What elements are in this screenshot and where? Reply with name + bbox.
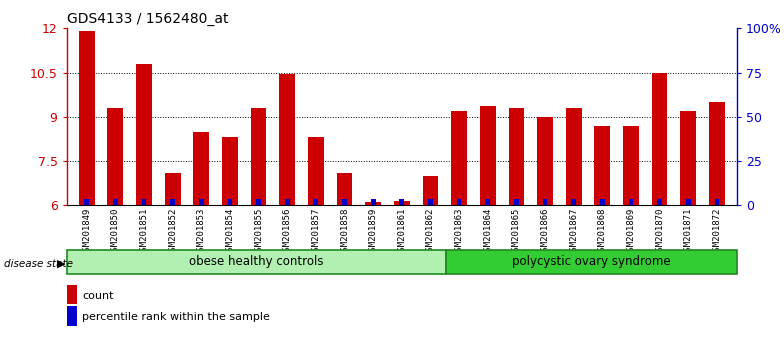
Bar [113,199,118,205]
Bar [336,173,352,205]
Bar [314,199,318,205]
Bar [485,199,490,205]
Bar [107,108,123,205]
Text: GSM201864: GSM201864 [483,207,492,256]
Bar [165,173,180,205]
Text: GSM201867: GSM201867 [569,207,578,256]
Bar [566,108,582,205]
Text: GSM201855: GSM201855 [254,207,263,256]
Bar [594,126,610,205]
Text: count: count [82,291,114,301]
Bar [709,102,724,205]
Text: GSM201849: GSM201849 [82,207,91,256]
Bar [365,202,381,205]
Bar [79,31,95,205]
Text: GSM201862: GSM201862 [426,207,435,256]
FancyBboxPatch shape [445,250,737,274]
Bar [457,199,462,205]
Bar [537,117,553,205]
Text: GSM201871: GSM201871 [684,207,693,256]
Text: GSM201865: GSM201865 [512,207,521,256]
Bar [428,199,433,205]
Bar [285,199,289,205]
Bar [399,199,405,205]
Text: GSM201854: GSM201854 [226,207,234,256]
Bar [423,176,438,205]
Bar [452,111,467,205]
Text: GSM201859: GSM201859 [368,207,378,256]
Bar [686,199,691,205]
Bar [572,199,576,205]
Bar [714,199,719,205]
Text: ▶: ▶ [57,259,66,269]
Text: polycystic ovary syndrome: polycystic ovary syndrome [512,256,670,268]
Text: percentile rank within the sample: percentile rank within the sample [82,312,270,322]
Bar [657,199,662,205]
Text: GSM201866: GSM201866 [540,207,550,256]
Text: obese healthy controls: obese healthy controls [189,256,323,268]
Bar [279,74,295,205]
Bar [308,137,324,205]
Bar [342,199,347,205]
Text: GSM201870: GSM201870 [655,207,664,256]
Bar [394,201,410,205]
Text: GSM201861: GSM201861 [397,207,406,256]
Bar [251,108,267,205]
Bar [480,107,495,205]
Bar [371,199,376,205]
Bar [227,199,232,205]
Text: GSM201853: GSM201853 [197,207,205,256]
Bar [509,108,524,205]
Bar [629,199,633,205]
Bar [543,199,547,205]
Text: GSM201868: GSM201868 [598,207,607,256]
Text: GSM201851: GSM201851 [140,207,148,256]
FancyBboxPatch shape [67,250,445,274]
Text: GSM201857: GSM201857 [311,207,321,256]
Text: GSM201863: GSM201863 [455,207,463,256]
Text: disease state: disease state [4,259,73,269]
Bar [256,199,261,205]
Text: GSM201850: GSM201850 [111,207,120,256]
Bar [142,199,147,205]
Bar [85,199,89,205]
Bar [600,199,604,205]
Bar [681,111,696,205]
Bar [170,199,175,205]
Bar [136,64,152,205]
Bar [623,126,639,205]
Text: GDS4133 / 1562480_at: GDS4133 / 1562480_at [67,12,228,26]
Bar [514,199,519,205]
Bar [199,199,204,205]
Bar [222,137,238,205]
Bar [652,73,667,205]
Text: GSM201858: GSM201858 [340,207,349,256]
Text: GSM201872: GSM201872 [713,207,721,256]
Text: GSM201869: GSM201869 [626,207,636,256]
Text: GSM201852: GSM201852 [168,207,177,256]
Bar [194,132,209,205]
Text: GSM201856: GSM201856 [283,207,292,256]
